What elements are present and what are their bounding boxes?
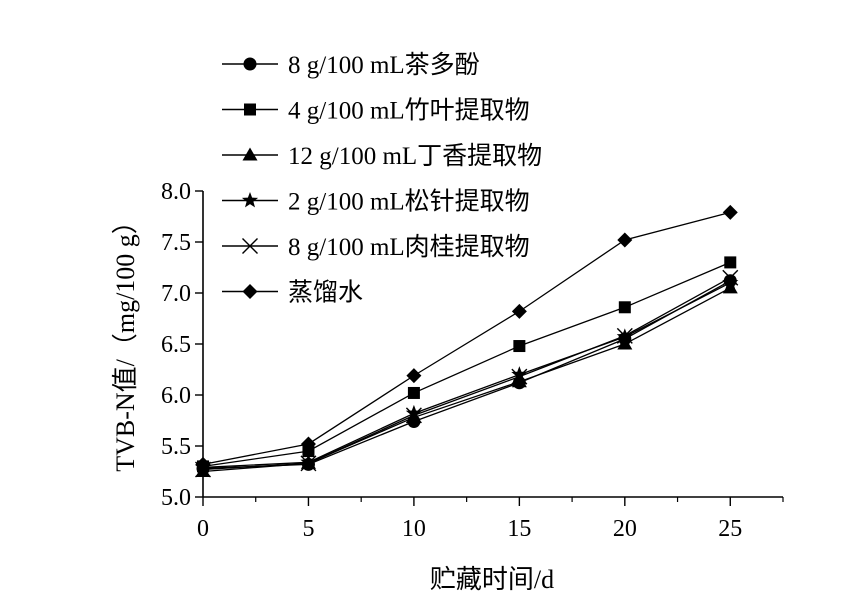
series-3-point-6 — [722, 280, 738, 294]
x-tick-label-25: 25 — [718, 516, 742, 542]
legend-label-1: 8 g/100 mL茶多酚 — [288, 51, 480, 79]
legend-marker-6 — [242, 284, 258, 299]
legend-item-4: 2 g/100 mL松针提取物 — [222, 188, 530, 216]
legend-marker-2 — [244, 103, 256, 116]
series-6-point-4 — [511, 303, 527, 319]
legend-marker-3 — [242, 147, 258, 161]
y-tick-label-5.0: 5.0 — [161, 485, 191, 511]
series-5-point-4-stroke-b — [511, 368, 528, 385]
series-2-point-6 — [724, 256, 737, 269]
series-1 — [196, 274, 737, 475]
x-tick-label-0: 0 — [197, 516, 209, 542]
series-5-point-5 — [616, 327, 633, 344]
legend-label-2: 4 g/100 mL竹叶提取物 — [288, 97, 530, 125]
series-4-line — [202, 282, 731, 469]
series-2-line — [202, 261, 731, 468]
series-6-point-2 — [300, 436, 316, 452]
series-4-point-2 — [300, 453, 317, 470]
series-5-point-5-stroke-b — [616, 327, 633, 344]
series-2-point-4 — [513, 340, 526, 353]
series-layer — [194, 204, 739, 478]
y-tick-label-6.5: 6.5 — [161, 332, 191, 358]
legend-marker-5 — [242, 238, 258, 254]
series-1-line — [202, 280, 731, 470]
series-6-line — [202, 211, 731, 465]
y-tick-label-5.5: 5.5 — [161, 434, 191, 460]
y-tick-label-6.0: 6.0 — [161, 383, 191, 409]
legend-label-6: 蒸馏水 — [288, 279, 363, 307]
x-tick-label-20: 20 — [613, 516, 637, 542]
legend-marker-4 — [241, 192, 259, 208]
series-5-line — [202, 277, 731, 471]
legend-marker-5-stroke-b — [242, 238, 258, 254]
y-tick-label-8.0: 8.0 — [161, 179, 191, 205]
series-4-point-3 — [405, 404, 422, 421]
y-tick-label-7.5: 7.5 — [161, 230, 191, 256]
y-tick-label-7.0: 7.0 — [161, 281, 191, 307]
axes: 0 5 10 15 20 25 5.0 5.5 6.0 6.5 7.0 7.5 8.0 — [161, 179, 784, 542]
series-5-point-2-stroke-b — [300, 455, 317, 472]
x-axis-label: 贮藏时间/d — [430, 565, 554, 594]
series-6-point-5 — [617, 232, 633, 248]
series-6-point-3 — [406, 368, 422, 384]
series-5-point-3-stroke-b — [405, 407, 422, 424]
legend-marker-1 — [243, 57, 257, 71]
series-2-point-3 — [407, 386, 420, 399]
legend-item-5: 8 g/100 mL肉桂提取物 — [222, 233, 530, 261]
series-3-line — [202, 287, 731, 473]
series-6-point-6 — [722, 204, 738, 220]
series-3 — [195, 280, 738, 477]
legend-item-2: 4 g/100 mL竹叶提取物 — [222, 97, 530, 125]
legend-item-6: 蒸馏水 — [222, 279, 363, 307]
series-6-point-1 — [195, 456, 211, 472]
series-4-point-4 — [511, 366, 528, 382]
series-2 — [197, 256, 737, 473]
series-4 — [194, 274, 739, 475]
legend-item-1: 8 g/100 mL茶多酚 — [222, 51, 480, 79]
series-5-point-4 — [511, 368, 528, 385]
series-5-point-6-stroke-b — [722, 269, 739, 286]
legend: 8 g/100 mL茶多酚 4 g/100 mL竹叶提取物 12 g/100 mL丁… — [222, 51, 542, 307]
x-tick-label-15: 15 — [507, 516, 531, 542]
series-6 — [195, 204, 738, 472]
legend-item-3: 12 g/100 mL丁香提取物 — [222, 142, 542, 170]
series-3-point-4 — [511, 374, 527, 388]
x-tick-label-5: 5 — [302, 516, 314, 542]
series-5-point-2 — [300, 455, 317, 472]
legend-label-4: 2 g/100 mL松针提取物 — [288, 188, 530, 216]
series-5-point-6 — [722, 269, 739, 286]
y-axis-label: TVB-N值/（mg/100 g） — [111, 208, 140, 472]
series-2-point-5 — [618, 301, 631, 314]
series-5-point-3 — [405, 407, 422, 424]
legend-label-5: 8 g/100 mL肉桂提取物 — [288, 233, 530, 261]
series-5 — [195, 269, 739, 478]
series-4-point-6 — [722, 274, 739, 290]
x-tick-label-10: 10 — [402, 516, 426, 542]
legend-label-3: 12 g/100 mL丁香提取物 — [288, 142, 542, 170]
series-3-point-5 — [617, 336, 633, 350]
